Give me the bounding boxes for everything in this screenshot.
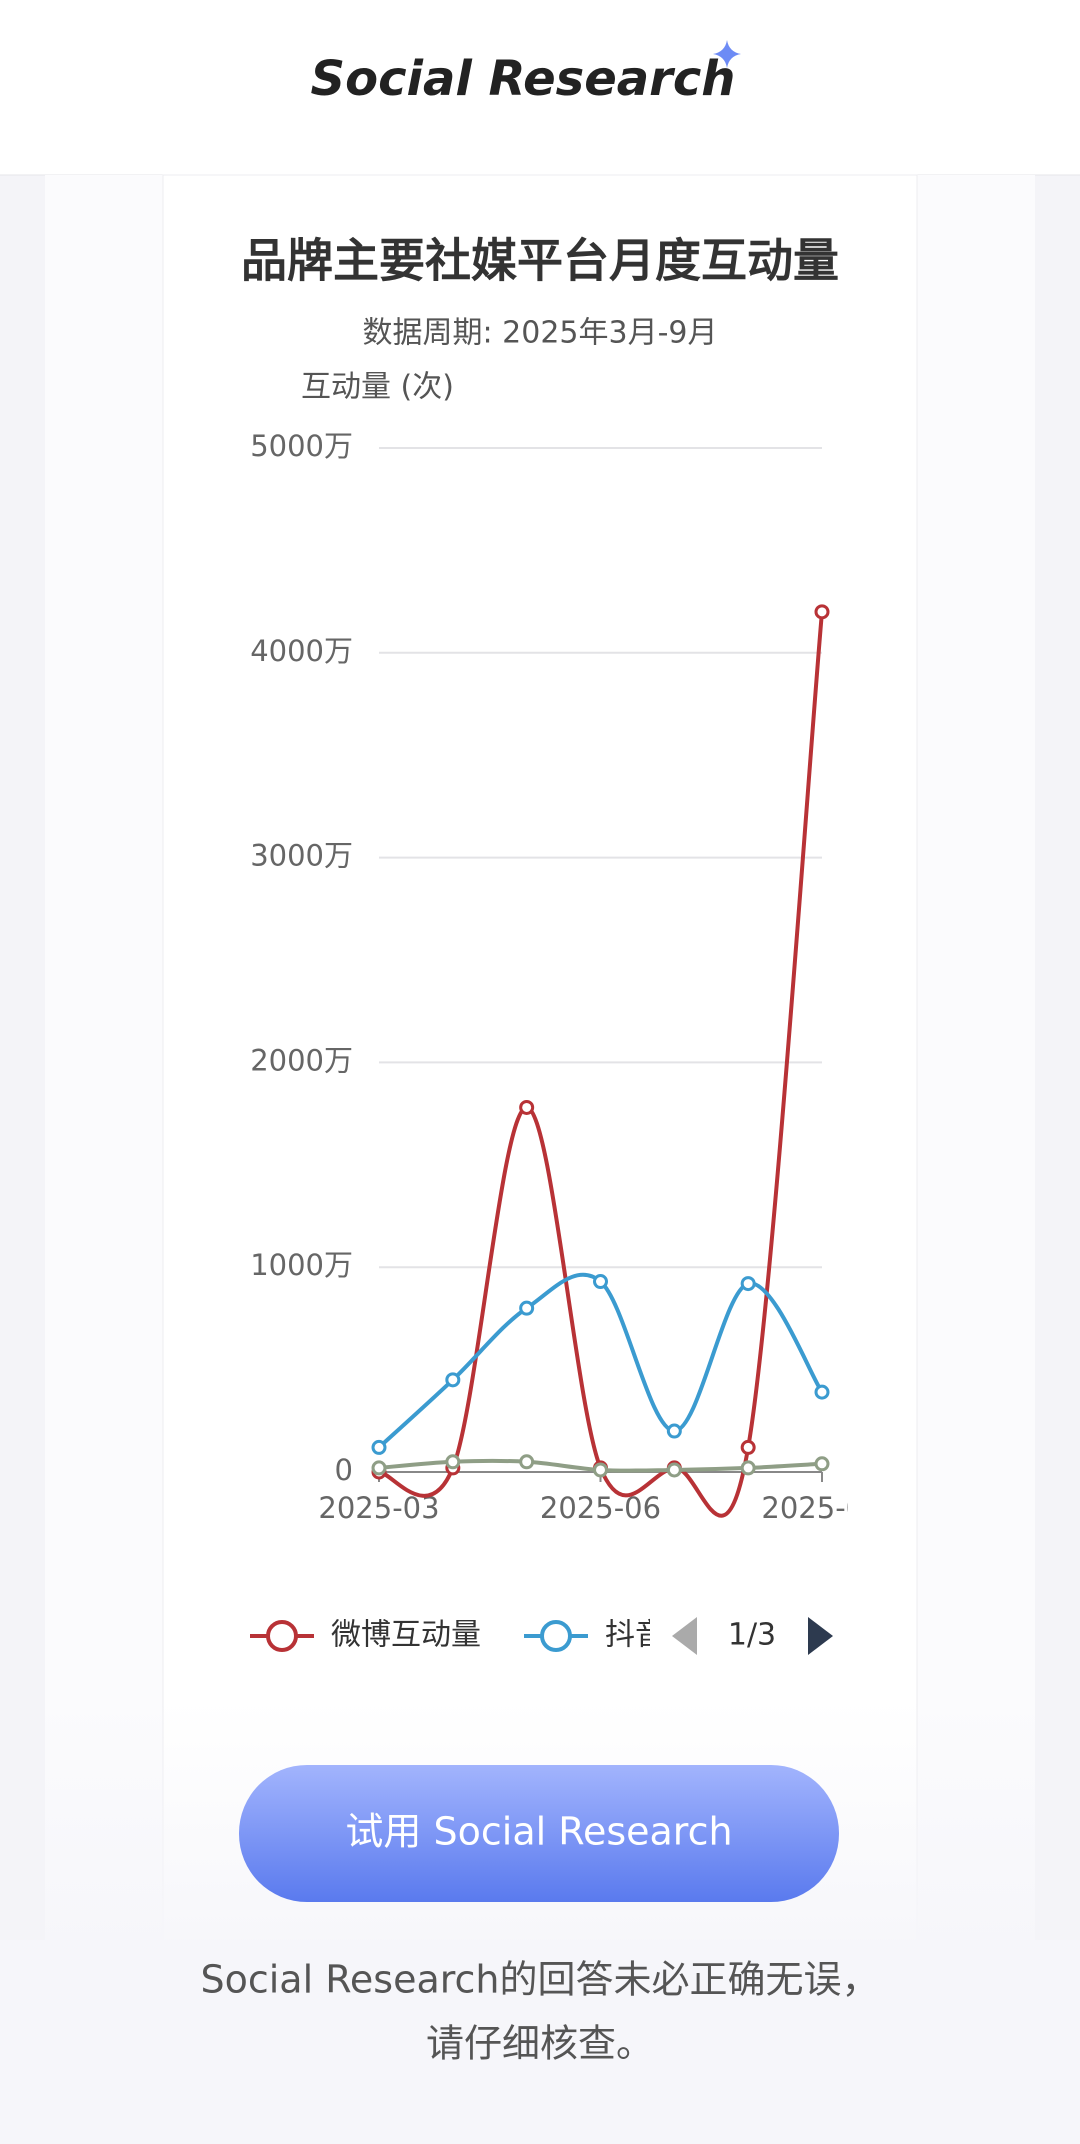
y-tick-label: 2000万 (250, 1043, 353, 1077)
try-button[interactable] (239, 1765, 839, 1902)
y-tick-label: 5000万 (250, 429, 353, 463)
legend-marker (266, 1620, 298, 1652)
data-point (519, 1099, 535, 1115)
legend-label: 抖音互动量 (605, 1618, 755, 1653)
data-point (519, 1300, 535, 1316)
legend-clip: 抖音互动量 (605, 1618, 755, 1653)
header-bg (0, 0, 1080, 175)
x-tick-label: 2025-09 (761, 1491, 882, 1525)
button-label[interactable]: 试用 Social Research (345, 1810, 732, 1854)
data-point (740, 1276, 756, 1292)
x-tick-label: 2025-06 (540, 1491, 661, 1525)
legend-prev[interactable] (672, 1617, 697, 1655)
y-axis-title: 互动量 (次) (301, 370, 454, 405)
data-point (445, 1454, 461, 1470)
series-line (378, 611, 824, 1518)
chart-subtitle: 数据周期: 2025年3月-9月 (363, 316, 718, 351)
data-point (593, 1462, 608, 1478)
data-point (371, 1439, 387, 1455)
data-point (519, 1454, 535, 1470)
disclaimer-line: 请仔细核查。 (426, 2022, 654, 2066)
legend-marker (540, 1620, 572, 1652)
data-point (814, 1456, 830, 1472)
data-point (740, 1460, 756, 1476)
data-point (445, 1372, 461, 1388)
legend-page: 1/3 (728, 1618, 776, 1653)
y-tick-label: 1000万 (250, 1248, 353, 1282)
x-labels: 2025-03 2025-06 2025-09 (318, 1491, 882, 1525)
chart-title: 品牌主要社媒平台月度互动量 (241, 234, 839, 288)
data-point (814, 604, 830, 620)
legend-label: 微博互动量 (331, 1618, 481, 1653)
disclaimer-line: Social Research的回答未必正确无误， (200, 1958, 879, 2002)
data-point (371, 1460, 387, 1476)
sparkle-icon (713, 40, 741, 68)
data-point (593, 1274, 608, 1290)
y-tick-label: 3000万 (250, 839, 353, 873)
data-point (814, 1384, 830, 1400)
legend-next[interactable] (808, 1617, 833, 1655)
data-point (666, 1462, 682, 1478)
y-tick-label: 0 (335, 1453, 353, 1487)
footer-bg (0, 1940, 1080, 2144)
data-point (666, 1423, 682, 1439)
data-point (740, 1439, 756, 1455)
y-tick-label: 4000万 (250, 634, 353, 668)
app-title: Social Research (311, 51, 736, 107)
